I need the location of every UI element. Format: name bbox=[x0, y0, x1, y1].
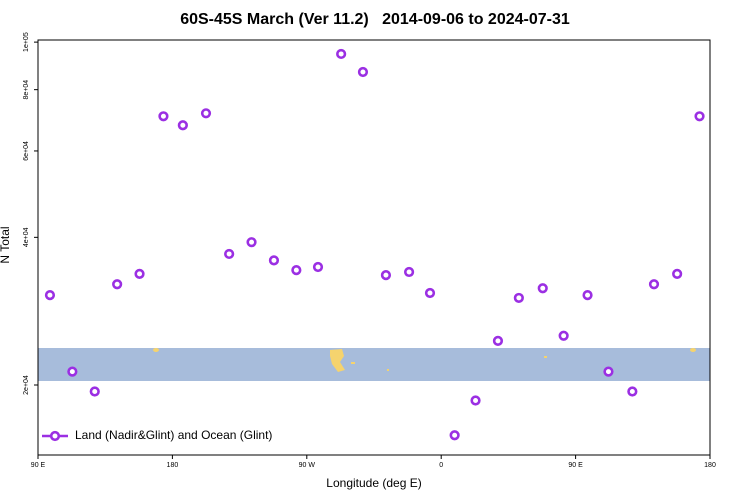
point bbox=[357, 66, 369, 78]
x-tick-label: 90 E bbox=[568, 462, 583, 469]
chart-title: 60S-45S March (Ver 11.2) 2014-09-06 to 2… bbox=[180, 11, 570, 28]
point bbox=[291, 264, 302, 276]
point bbox=[513, 292, 524, 304]
legend-label: Land (Nadir&Glint) and Ocean (Glint) bbox=[75, 428, 272, 442]
point bbox=[424, 287, 436, 299]
legend-marker bbox=[49, 430, 61, 442]
land bbox=[351, 362, 355, 364]
point bbox=[627, 386, 638, 397]
point bbox=[672, 268, 683, 279]
ocean-band bbox=[38, 348, 710, 381]
point bbox=[492, 335, 504, 347]
y-tick-label: 8e+04 bbox=[23, 80, 30, 100]
point bbox=[403, 266, 415, 278]
x-tick-label: 180 bbox=[704, 462, 716, 469]
point bbox=[44, 290, 56, 301]
point bbox=[89, 386, 100, 397]
point bbox=[380, 270, 392, 281]
x-tick-label: 0 bbox=[439, 462, 443, 469]
y-tick-label: 1e+05 bbox=[23, 32, 30, 52]
point bbox=[537, 283, 548, 294]
point bbox=[177, 120, 188, 131]
point bbox=[67, 366, 78, 377]
point bbox=[336, 48, 347, 60]
point bbox=[470, 395, 481, 406]
point bbox=[246, 237, 257, 248]
land bbox=[544, 356, 547, 358]
x-tick-label: 180 bbox=[167, 462, 179, 469]
point bbox=[449, 430, 460, 441]
land bbox=[387, 369, 389, 371]
x-axis-label: Longitude (deg E) bbox=[326, 476, 421, 490]
point bbox=[200, 108, 212, 119]
point bbox=[158, 111, 169, 122]
land bbox=[153, 348, 159, 352]
point bbox=[582, 290, 593, 301]
point bbox=[268, 255, 280, 266]
y-tick-label: 2e+04 bbox=[23, 375, 30, 395]
land bbox=[690, 348, 696, 352]
point bbox=[112, 279, 123, 290]
y-tick-label: 6e+04 bbox=[23, 141, 30, 161]
point bbox=[603, 366, 614, 377]
point bbox=[648, 279, 660, 290]
x-tick-label: 90 E bbox=[31, 462, 46, 469]
point bbox=[694, 111, 705, 122]
plot-frame bbox=[37, 39, 711, 456]
point bbox=[312, 261, 324, 273]
y-axis-label: N Total bbox=[0, 226, 12, 263]
land bbox=[330, 349, 345, 372]
point bbox=[224, 248, 235, 260]
y-tick-label: 4e+04 bbox=[23, 227, 30, 247]
point bbox=[134, 268, 145, 279]
map-strip bbox=[38, 348, 710, 381]
x-tick-label: 90 W bbox=[299, 462, 316, 469]
point bbox=[558, 330, 569, 341]
